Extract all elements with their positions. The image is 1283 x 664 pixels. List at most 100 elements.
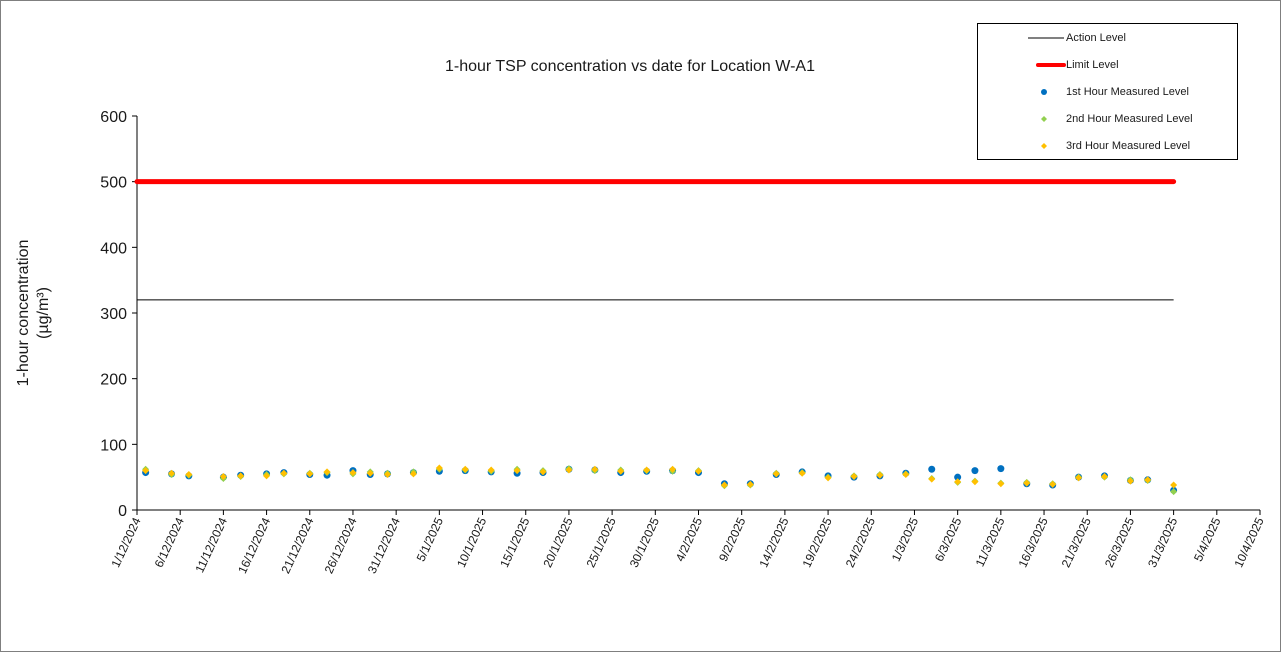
data-point xyxy=(954,478,962,486)
data-point xyxy=(798,469,806,477)
data-point xyxy=(971,478,979,486)
y-tick-label: 500 xyxy=(100,175,127,192)
x-tick-label: 21/12/2024 xyxy=(278,515,316,576)
data-point xyxy=(643,466,651,474)
data-point xyxy=(1144,476,1152,484)
data-point xyxy=(746,480,754,488)
data-point xyxy=(219,473,227,481)
legend-item-action-level: Action Level xyxy=(978,29,1237,49)
legend-item-1st-hour: 1st Hour Measured Level xyxy=(978,83,1237,103)
x-tick-label: 4/2/2025 xyxy=(673,515,706,564)
data-point xyxy=(876,471,884,479)
y-axis-ticks: 0 100 200 300 400 500 600 xyxy=(100,109,137,520)
data-point xyxy=(1170,488,1178,496)
x-tick-label: 16/12/2024 xyxy=(235,515,273,576)
data-point xyxy=(772,470,780,478)
data-point xyxy=(902,471,910,479)
x-tick-label: 11/12/2024 xyxy=(192,515,230,575)
x-tick-label: 10/4/2025 xyxy=(1231,515,1266,570)
data-point xyxy=(1170,481,1178,489)
data-point xyxy=(971,467,979,475)
legend-diamond-orange-icon xyxy=(1041,143,1047,149)
legend-label-limit-level: Limit Level xyxy=(1066,59,1119,71)
data-point xyxy=(513,467,521,475)
data-point xyxy=(487,466,495,474)
x-tick-label: 30/1/2025 xyxy=(627,515,662,570)
legend-line-red-icon xyxy=(1036,63,1066,67)
data-point xyxy=(185,471,193,479)
data-point xyxy=(323,468,331,476)
x-tick-label: 1/3/2025 xyxy=(889,515,922,564)
legend-item-2nd-hour: 2nd Hour Measured Level xyxy=(978,110,1237,130)
x-tick-label: 24/2/2025 xyxy=(843,515,878,570)
x-tick-label: 11/3/2025 xyxy=(973,515,1008,569)
x-tick-label: 5/4/2025 xyxy=(1191,515,1224,564)
x-tick-label: 31/3/2025 xyxy=(1145,515,1180,570)
y-tick-label: 200 xyxy=(100,372,127,389)
data-point xyxy=(142,467,150,475)
y-axis-label-line2: (µg/m³) xyxy=(35,287,52,339)
data-point xyxy=(565,466,573,474)
y-tick-label: 100 xyxy=(100,437,127,454)
data-point xyxy=(669,465,677,473)
y-tick-label: 300 xyxy=(100,306,127,323)
data-point xyxy=(409,470,417,478)
series-layer xyxy=(134,179,1178,496)
data-point xyxy=(1126,477,1134,485)
y-axis-label-line1: 1-hour concentration xyxy=(15,239,32,387)
data-point xyxy=(1075,474,1083,482)
x-tick-label: 25/1/2025 xyxy=(584,515,619,570)
x-tick-label: 21/3/2025 xyxy=(1059,515,1094,570)
x-axis-ticks: 1/12/2024 6/12/2024 11/12/2024 16/12/2024 21… xyxy=(108,510,1267,576)
data-point xyxy=(349,469,357,477)
y-tick-label: 400 xyxy=(100,240,127,257)
data-point xyxy=(461,465,469,473)
data-point xyxy=(954,473,962,481)
series-4 xyxy=(142,464,1178,489)
x-tick-label: 5/1/2025 xyxy=(414,515,447,564)
data-point xyxy=(1023,479,1031,487)
x-tick-label: 19/2/2025 xyxy=(800,515,835,570)
data-point xyxy=(306,470,314,478)
chart-legend: Action Level Limit Level 1st Hour Measur… xyxy=(977,23,1238,160)
series-3 xyxy=(142,465,1178,496)
data-point xyxy=(168,469,176,477)
legend-item-3rd-hour: 3rd Hour Measured Level xyxy=(978,137,1237,157)
x-tick-label: 20/1/2025 xyxy=(540,515,575,570)
legend-label-3rd-hour: 3rd Hour Measured Level xyxy=(1066,140,1191,152)
legend-line-black-icon xyxy=(1028,37,1064,39)
data-point xyxy=(237,472,245,480)
data-point xyxy=(695,467,702,475)
x-tick-label: 26/12/2024 xyxy=(322,515,360,576)
x-tick-label: 1/12/2024 xyxy=(108,515,143,570)
legend-item-limit-level: Limit Level xyxy=(978,56,1237,76)
data-point xyxy=(539,468,547,476)
data-point xyxy=(997,465,1005,473)
x-tick-label: 15/1/2025 xyxy=(497,515,532,570)
data-point xyxy=(850,473,858,481)
legend-label-1st-hour: 1st Hour Measured Level xyxy=(1066,86,1189,98)
x-tick-label: 31/12/2024 xyxy=(365,515,403,576)
data-point xyxy=(928,465,936,473)
data-point xyxy=(435,464,443,472)
x-tick-label: 6/12/2024 xyxy=(152,515,187,570)
data-point xyxy=(366,469,374,477)
legend-circle-blue-icon xyxy=(1041,89,1047,95)
x-tick-label: 14/2/2025 xyxy=(756,515,791,570)
data-point xyxy=(928,475,936,483)
data-point xyxy=(1049,480,1057,488)
legend-label-action-level: Action Level xyxy=(1066,32,1126,44)
data-point xyxy=(280,469,288,477)
y-tick-label: 0 xyxy=(118,503,127,520)
data-point xyxy=(997,480,1005,488)
x-tick-label: 16/3/2025 xyxy=(1016,515,1051,570)
x-tick-label: 26/3/2025 xyxy=(1102,515,1137,570)
y-tick-label: 600 xyxy=(100,109,127,126)
chart-title: 1-hour TSP concentration vs date for Loc… xyxy=(445,58,815,75)
legend-diamond-green-icon xyxy=(1041,116,1047,122)
x-tick-label: 6/3/2025 xyxy=(932,515,965,564)
y-axis-label: 1-hour concentration (µg/m³) xyxy=(14,163,54,463)
data-point xyxy=(384,471,392,479)
data-point xyxy=(591,465,599,473)
